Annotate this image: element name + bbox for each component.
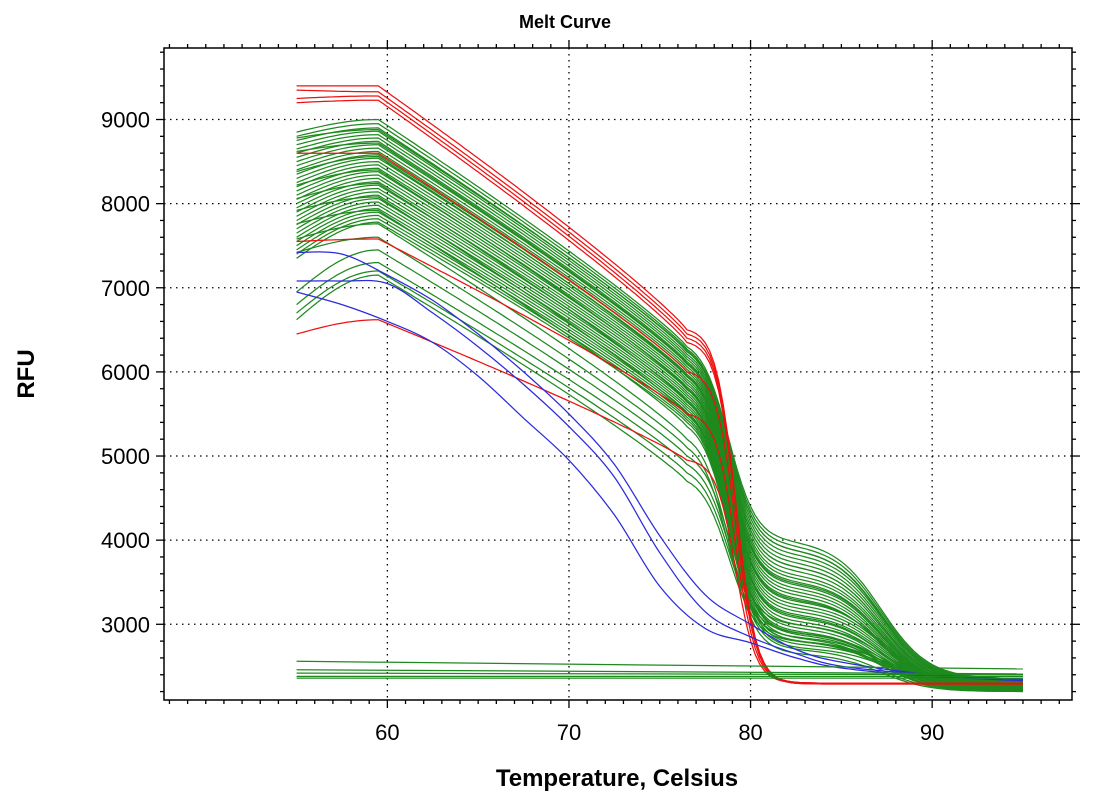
grid-lines xyxy=(164,48,1072,700)
y-tick-label: 7000 xyxy=(101,276,150,301)
green-melt-curve xyxy=(296,137,1024,684)
green-melt-curve xyxy=(296,150,1024,687)
plot-curves xyxy=(296,85,1024,693)
green-melt-curve xyxy=(296,174,1023,683)
y-tick-labels: 3000 4000 5000 6000 7000 8000 9000 xyxy=(101,108,150,638)
green-melt-curve xyxy=(296,123,1024,681)
blue-melt-curve xyxy=(296,291,1024,682)
green-melt-curve xyxy=(296,157,1024,689)
green-melt-curve xyxy=(296,221,1023,682)
green-melt-curve xyxy=(296,249,1023,683)
green-melt-curve xyxy=(296,196,1023,690)
green-melt-curve xyxy=(296,197,1024,689)
green-baseline-curve xyxy=(296,660,1024,670)
plot-frame xyxy=(163,47,1073,701)
green-melt-curve xyxy=(296,209,1023,691)
green-baseline-curve xyxy=(296,669,1024,675)
chart-title: Melt Curve xyxy=(519,12,611,32)
y-tick-label: 6000 xyxy=(101,360,150,385)
green-melt-curve xyxy=(296,144,1024,686)
green-melt-curve xyxy=(296,201,1023,690)
green-melt-curve xyxy=(296,171,1024,693)
y-tick-label: 8000 xyxy=(101,192,150,217)
y-tick-label: 5000 xyxy=(101,444,150,469)
green-melt-curve xyxy=(296,140,1023,685)
green-melt-curve xyxy=(296,142,1024,686)
green-melt-curve xyxy=(296,127,1023,681)
green-melt-curve xyxy=(296,147,1023,687)
red-melt-curve xyxy=(296,319,1023,684)
x-tick-label: 70 xyxy=(557,720,581,745)
green-melt-curve xyxy=(296,187,1023,687)
y-axis-label: RFU xyxy=(13,349,40,398)
green-melt-curve xyxy=(296,236,1023,693)
green-melt-curve xyxy=(296,169,1024,688)
red-melt-curve xyxy=(296,238,1023,684)
green-melt-curve xyxy=(296,167,1023,692)
green-melt-curve xyxy=(296,182,1023,689)
red-melt-curve xyxy=(296,99,1023,685)
x-tick-labels: 60 70 80 90 xyxy=(375,720,944,745)
y-tick-label: 4000 xyxy=(101,528,150,553)
green-melt-curve xyxy=(296,177,1024,684)
green-melt-curve xyxy=(296,118,1023,680)
blue-melt-curve xyxy=(296,279,1024,680)
green-baseline-curve xyxy=(296,672,1024,676)
green-melt-curve xyxy=(296,164,1024,691)
green-melt-curve xyxy=(296,218,1023,681)
x-tick-label: 80 xyxy=(738,720,762,745)
green-melt-curve xyxy=(296,134,1023,683)
blue-melt-curve xyxy=(296,251,1024,680)
axis-ticks xyxy=(156,40,1080,708)
green-melt-curve xyxy=(296,270,1023,685)
y-tick-label: 3000 xyxy=(101,612,150,637)
red-melt-curve xyxy=(296,152,1023,684)
x-axis-label: Temperature, Celsius xyxy=(496,765,738,792)
x-tick-label: 90 xyxy=(920,720,944,745)
y-tick-label: 9000 xyxy=(101,108,150,133)
green-melt-curve xyxy=(296,155,1024,687)
green-melt-curve xyxy=(296,128,1023,684)
x-tick-label: 60 xyxy=(375,720,399,745)
green-melt-curve xyxy=(296,261,1023,684)
green-melt-curve xyxy=(296,184,1024,686)
